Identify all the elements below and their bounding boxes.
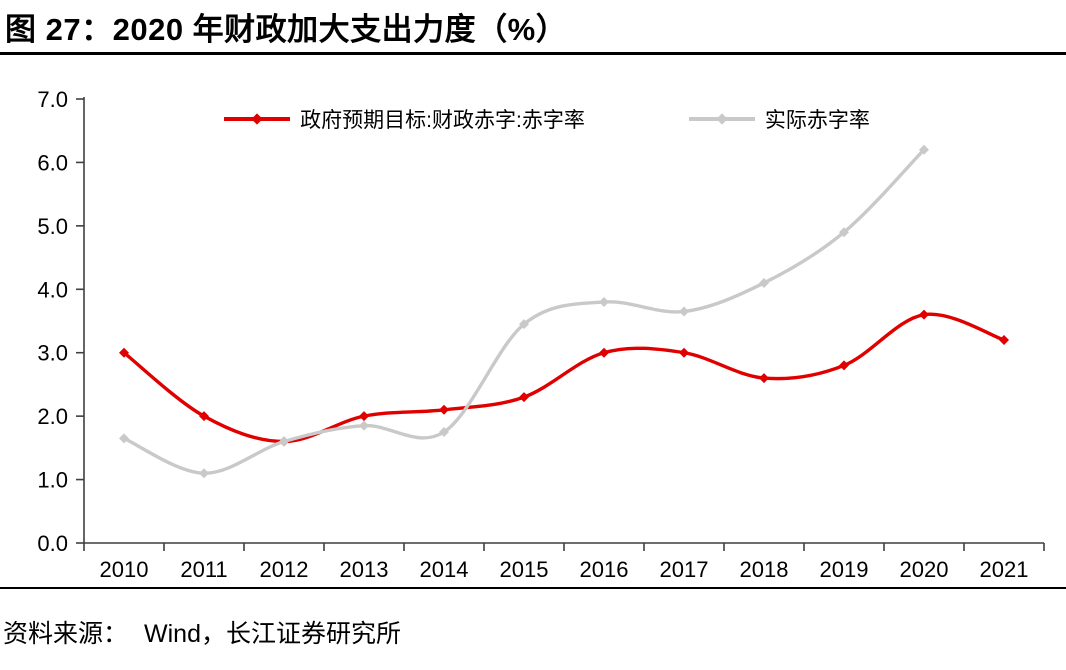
data-point-marker <box>359 411 369 422</box>
legend-item-target-deficit: 政府预期目标:财政赤字:赤字率 <box>224 104 585 134</box>
data-point-marker <box>119 347 129 358</box>
y-tick-label: 5.0 <box>37 214 68 239</box>
y-tick-label: 4.0 <box>37 277 68 302</box>
legend-label-target-deficit: 政府预期目标:财政赤字:赤字率 <box>300 109 585 132</box>
data-point-marker <box>439 427 449 437</box>
data-point-marker <box>839 360 849 371</box>
source-value: Wind，长江证券研究所 <box>144 620 401 648</box>
x-tick-label: 2018 <box>740 557 789 582</box>
x-tick-label: 2010 <box>100 557 149 582</box>
data-point-marker <box>679 347 689 358</box>
x-tick-label: 2019 <box>820 557 869 582</box>
data-point-marker <box>759 277 769 288</box>
x-tick-label: 2017 <box>660 557 709 582</box>
data-point-marker <box>599 296 609 307</box>
x-tick-label: 2012 <box>260 557 309 582</box>
source-note: 资料来源： Wind，长江证券研究所 <box>3 614 401 650</box>
series-line <box>122 148 926 475</box>
data-point-marker <box>999 335 1009 346</box>
y-tick-label: 6.0 <box>37 150 68 175</box>
diamond-marker-icon <box>716 113 728 125</box>
data-point-marker <box>599 347 609 358</box>
x-tick-label: 2020 <box>900 557 949 582</box>
figure-title: 图 27：2020 年财政加大支出力度（%） <box>5 12 568 47</box>
y-tick-label: 1.0 <box>37 468 68 493</box>
chart-legend: 政府预期目标:财政赤字:赤字率 实际赤字率 <box>0 104 1066 134</box>
y-tick-label: 7.0 <box>37 87 68 112</box>
x-tick-label: 2016 <box>580 557 629 582</box>
data-point-marker <box>519 319 529 330</box>
y-tick-label: 3.0 <box>37 341 68 366</box>
data-point-marker <box>759 373 769 384</box>
data-point-marker <box>199 468 209 479</box>
data-point-marker <box>199 411 209 422</box>
y-tick-label: 2.0 <box>37 404 68 429</box>
data-point-marker <box>919 144 929 155</box>
data-point-marker <box>439 404 449 415</box>
data-point-marker <box>119 433 129 444</box>
data-point-marker <box>839 227 849 238</box>
chart-bottom-divider <box>0 587 1066 589</box>
legend-item-actual-deficit: 实际赤字率 <box>688 104 870 134</box>
legend-line-icon <box>688 113 755 125</box>
data-point-marker <box>679 306 689 317</box>
legend-line-icon <box>224 113 291 125</box>
data-point-marker <box>919 309 929 320</box>
data-point-marker <box>279 436 289 447</box>
x-tick-label: 2021 <box>980 557 1029 582</box>
y-tick-label: 0.0 <box>37 531 68 556</box>
legend-label-actual-deficit: 实际赤字率 <box>764 109 870 132</box>
x-tick-label: 2013 <box>340 557 389 582</box>
diamond-marker-icon <box>251 113 263 125</box>
title-divider <box>0 52 1066 55</box>
x-tick-label: 2015 <box>500 557 549 582</box>
data-point-marker <box>359 420 369 431</box>
source-label: 资料来源： <box>3 620 129 648</box>
series-line <box>122 312 1006 444</box>
x-tick-label: 2014 <box>420 557 469 582</box>
x-tick-label: 2011 <box>180 557 227 582</box>
data-point-marker <box>519 392 529 403</box>
